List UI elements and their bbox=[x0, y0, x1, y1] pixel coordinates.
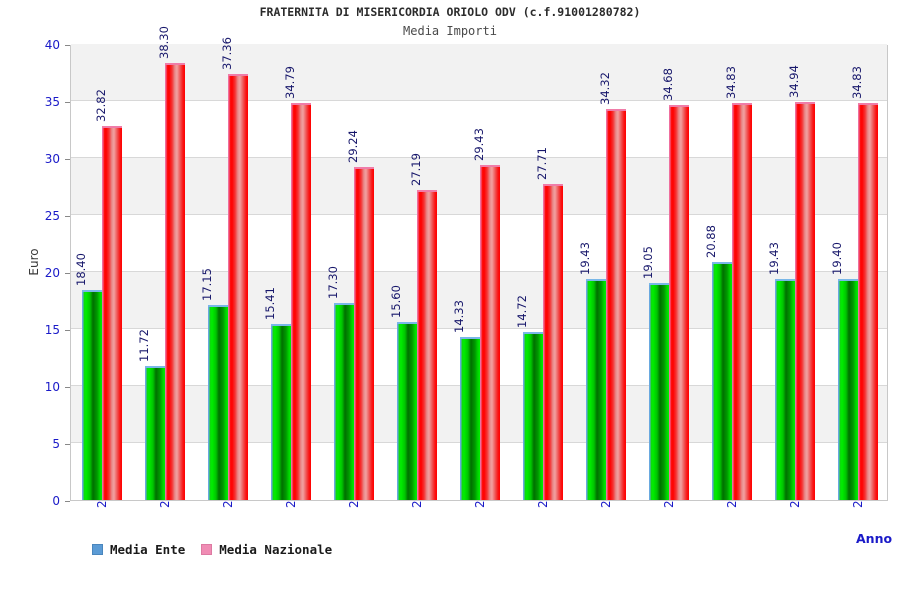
gridline bbox=[71, 100, 887, 101]
bar-value-label: 38.30 bbox=[157, 26, 172, 60]
y-tick-label: 25 bbox=[44, 209, 60, 223]
bar-value-label: 17.30 bbox=[326, 265, 341, 299]
bar-media-nazionale[interactable]: 34.83 bbox=[724, 66, 752, 500]
chart-subtitle: Media Importi bbox=[403, 24, 497, 38]
legend-label-media-nazionale: Media Nazionale bbox=[219, 542, 333, 557]
y-tick-label: 20 bbox=[44, 266, 60, 280]
legend-swatch-icon-media-ente bbox=[92, 544, 103, 555]
bar-value-label: 19.43 bbox=[766, 241, 781, 275]
bar-media-ente[interactable]: 19.40 bbox=[830, 242, 858, 500]
bar-value-label: 29.43 bbox=[472, 127, 486, 161]
bar-media-ente[interactable]: 20.88 bbox=[704, 225, 732, 500]
plot-band bbox=[71, 158, 887, 215]
bar-media-nazionale[interactable]: 34.68 bbox=[661, 68, 689, 500]
y-tick-mark bbox=[65, 45, 70, 46]
bar-media-nazionale[interactable]: 34.94 bbox=[787, 65, 815, 500]
bar-media-nazionale[interactable]: 32.82 bbox=[94, 89, 123, 500]
chart-title: FRATERNITA DI MISERICORDIA ORIOLO ODV (c… bbox=[259, 5, 641, 19]
bar-media-ente[interactable]: 19.43 bbox=[767, 242, 795, 500]
bar-media-ente[interactable]: 14.72 bbox=[515, 295, 543, 500]
bar-value-label: 34.79 bbox=[283, 66, 298, 100]
bar-media-nazionale[interactable]: 34.79 bbox=[283, 66, 312, 500]
legend-label-media-ente: Media Ente bbox=[110, 542, 186, 557]
bar-media-nazionale[interactable]: 27.71 bbox=[535, 147, 563, 500]
chart-legend: Media Ente Media Nazionale bbox=[92, 542, 332, 557]
bar-media-nazionale[interactable]: 34.83 bbox=[850, 66, 878, 500]
legend-swatch-icon-media-nazionale bbox=[201, 544, 213, 555]
plot-band bbox=[71, 272, 887, 329]
bar-value-label: 27.19 bbox=[409, 153, 424, 187]
bar-value-label: 32.82 bbox=[94, 88, 109, 122]
bar-value-label: 18.40 bbox=[74, 253, 89, 287]
y-tick-mark bbox=[65, 216, 70, 217]
bar-value-label: 19.40 bbox=[829, 241, 844, 275]
bar-media-nazionale[interactable]: 29.24 bbox=[346, 130, 375, 500]
bar-media-ente[interactable]: 19.05 bbox=[641, 246, 669, 500]
bar-value-label: 19.05 bbox=[640, 245, 655, 279]
bar-value-label: 34.83 bbox=[849, 66, 864, 99]
gridline bbox=[71, 214, 887, 215]
bar-value-label: 11.72 bbox=[137, 329, 152, 363]
bar-value-label: 34.68 bbox=[660, 67, 675, 101]
gridline bbox=[71, 157, 887, 158]
bar-value-label: 14.33 bbox=[452, 299, 466, 333]
bar-media-ente[interactable]: 17.30 bbox=[326, 266, 355, 500]
bar-media-nazionale[interactable]: 29.43 bbox=[472, 128, 500, 500]
legend-item-media-ente[interactable]: Media Ente bbox=[92, 542, 185, 557]
bar-media-ente[interactable]: 11.72 bbox=[137, 329, 166, 500]
bar-media-nazionale[interactable]: 37.36 bbox=[220, 37, 249, 500]
bar-media-ente[interactable]: 15.41 bbox=[263, 287, 292, 500]
bar-media-ente[interactable]: 15.60 bbox=[389, 285, 418, 500]
bar-value-label: 19.43 bbox=[577, 241, 592, 275]
bar-value-label: 27.71 bbox=[534, 147, 549, 181]
bar-value-label: 20.88 bbox=[703, 225, 718, 258]
y-tick-mark bbox=[65, 501, 70, 502]
bar-value-label: 29.24 bbox=[346, 129, 361, 163]
bar-value-label: 34.83 bbox=[723, 66, 738, 99]
legend-item-media-nazionale[interactable]: Media Nazionale bbox=[201, 542, 332, 557]
bar-media-ente[interactable]: 14.33 bbox=[452, 300, 480, 500]
gridline bbox=[71, 271, 887, 272]
bar-media-nazionale[interactable]: 34.32 bbox=[598, 72, 626, 500]
bar-value-label: 15.60 bbox=[389, 285, 404, 319]
bar-media-ente[interactable]: 19.43 bbox=[578, 242, 606, 500]
bar-media-ente[interactable]: 18.40 bbox=[74, 253, 103, 500]
y-tick-mark bbox=[65, 273, 70, 274]
x-axis-title: Anno bbox=[856, 531, 893, 546]
y-tick-mark bbox=[65, 330, 70, 331]
bar-media-ente[interactable]: 17.15 bbox=[200, 268, 229, 500]
bar-value-label: 34.94 bbox=[786, 64, 801, 98]
y-tick-label: 40 bbox=[44, 38, 60, 52]
y-tick-mark bbox=[65, 159, 70, 160]
gridline bbox=[71, 328, 887, 329]
bar-media-nazionale[interactable]: 27.19 bbox=[409, 153, 438, 500]
bar-media-nazionale[interactable]: 38.30 bbox=[157, 26, 186, 500]
y-tick-label: 15 bbox=[44, 323, 60, 337]
y-tick-label: 5 bbox=[52, 437, 60, 451]
y-tick-label: 0 bbox=[52, 494, 60, 508]
bar-value-label: 34.32 bbox=[597, 71, 612, 105]
bar-value-label: 37.36 bbox=[220, 37, 235, 71]
y-tick-mark bbox=[65, 387, 70, 388]
bar-value-label: 14.72 bbox=[514, 295, 529, 329]
y-tick-mark bbox=[65, 444, 70, 445]
y-tick-label: 10 bbox=[44, 380, 60, 394]
y-tick-label: 30 bbox=[44, 152, 60, 166]
plot-band bbox=[71, 44, 887, 101]
plot-area: 18.40 32.82 11.72 38.30 17.15 37.36 15.41 34.79… bbox=[70, 26, 888, 501]
bar-value-label: 15.41 bbox=[263, 287, 278, 321]
y-tick-label: 35 bbox=[44, 95, 60, 109]
bar-value-label: 17.15 bbox=[200, 267, 215, 301]
y-tick-mark bbox=[65, 102, 70, 103]
